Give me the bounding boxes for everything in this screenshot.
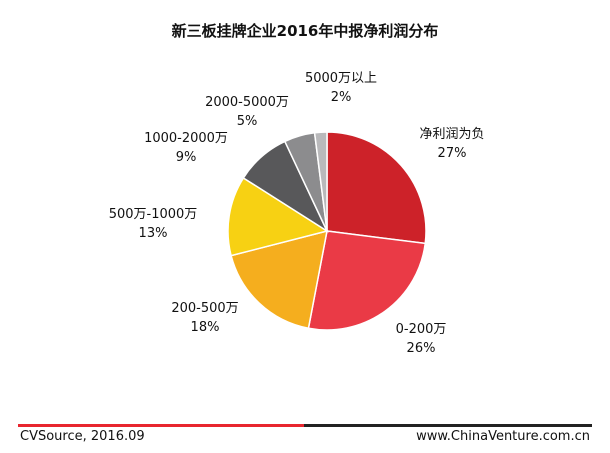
pie-slice (313, 131, 328, 232)
website-link[interactable]: www.ChinaVenture.com.cn (416, 429, 590, 444)
slice-label: 200-500万 (171, 301, 238, 316)
pie-slice (307, 230, 427, 331)
pie-slice (227, 176, 329, 257)
slice-value-label: 26% (407, 341, 436, 356)
slice-label: 2000-5000万 (205, 95, 289, 110)
slice-label: 500万-1000万 (109, 207, 198, 222)
pie-slice (230, 229, 328, 330)
source-note: CVSource, 2016.09 (20, 429, 145, 444)
pie-slice (326, 131, 427, 245)
chart-title: 新三板挂牌企业2016年中报净利润分布 (171, 22, 439, 40)
slice-value-label: 2% (331, 90, 352, 105)
slice-label: 1000-2000万 (144, 131, 228, 146)
footer-divider-red (18, 424, 304, 427)
slice-value-label: 27% (438, 146, 467, 161)
footer-divider-dark (304, 424, 592, 427)
slice-label: 5000万以上 (305, 71, 377, 86)
slice-value-label: 18% (191, 320, 220, 335)
slice-label: 净利润为负 (419, 127, 484, 142)
slice-value-label: 9% (176, 150, 197, 165)
slice-label: 0-200万 (396, 322, 447, 337)
pie-labels: 净利润为负 27% 0-200万 26% 200-500万 18% 500万-1000万 13… (109, 71, 485, 356)
pie-slices (227, 131, 427, 331)
slice-value-label: 13% (139, 226, 168, 241)
slice-value-label: 5% (237, 114, 258, 129)
